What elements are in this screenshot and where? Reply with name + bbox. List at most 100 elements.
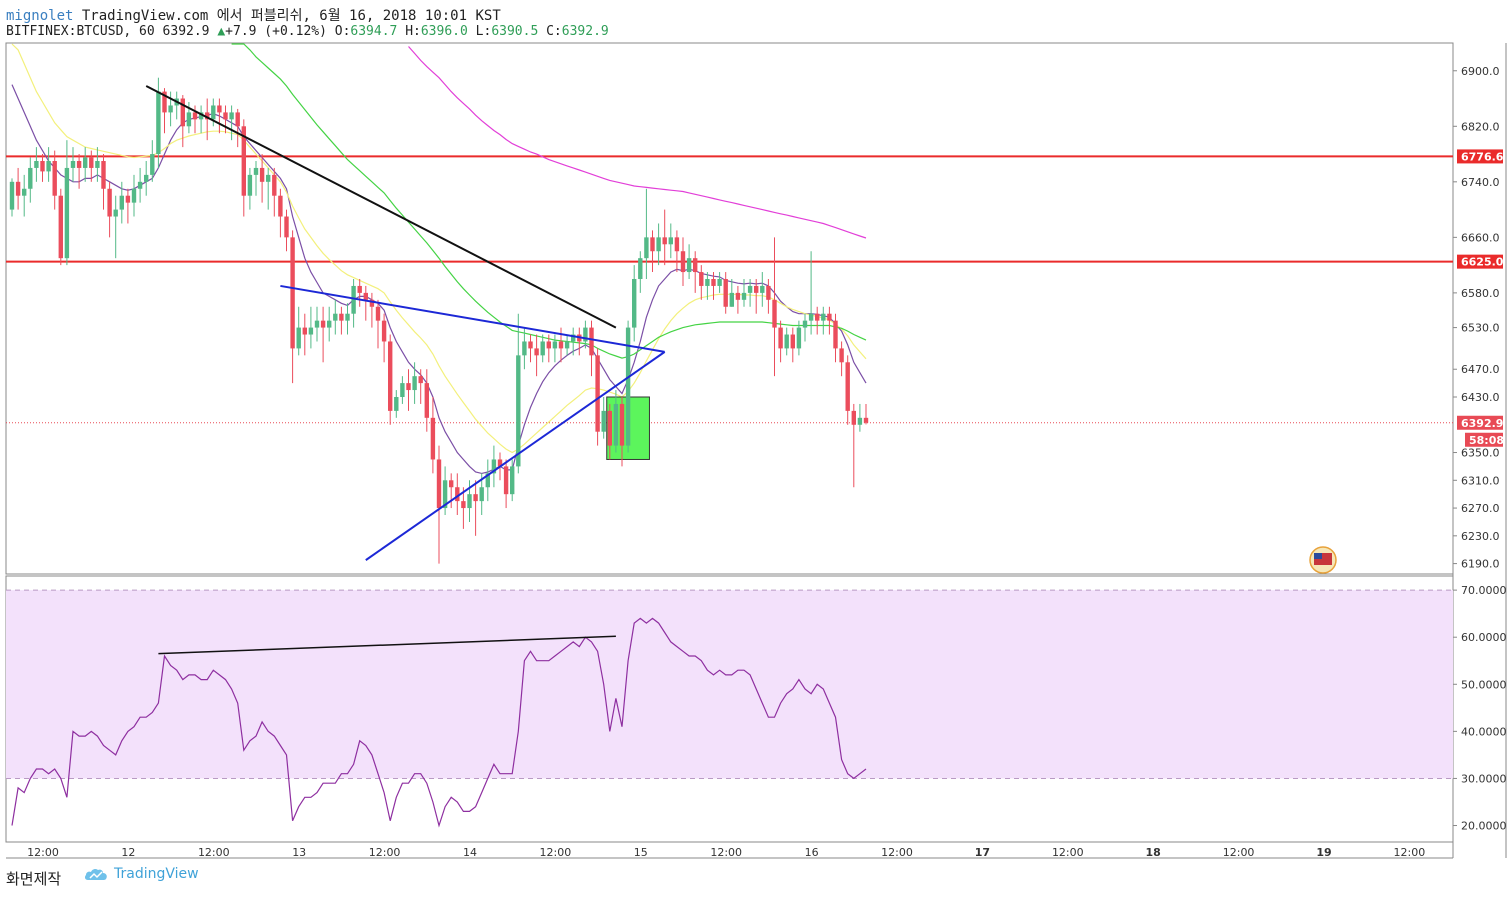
candle-body bbox=[192, 112, 198, 120]
candle-body bbox=[125, 195, 131, 203]
candle-body bbox=[217, 105, 222, 113]
time-tick-label: 12:00 bbox=[198, 846, 230, 859]
candle-body bbox=[839, 348, 844, 363]
time-tick-label: 18 bbox=[1146, 846, 1161, 859]
candle-body bbox=[302, 327, 307, 335]
candle-body bbox=[510, 466, 515, 495]
candle-body bbox=[662, 237, 667, 245]
level-tag-label: 6625.0 bbox=[1461, 256, 1504, 269]
candle-body bbox=[107, 188, 112, 217]
candle-body bbox=[144, 174, 149, 182]
candle-body bbox=[9, 181, 15, 210]
level-tag-label: 6776.6 bbox=[1461, 150, 1504, 163]
candle-body bbox=[564, 341, 570, 349]
candle-body bbox=[156, 91, 161, 155]
price-tick-label: 6580.0 bbox=[1461, 287, 1500, 300]
candle-body bbox=[424, 383, 429, 418]
candle-body bbox=[485, 473, 490, 488]
level-tag bbox=[1457, 254, 1503, 269]
up-arrow-icon: ▲ bbox=[217, 24, 226, 39]
candle-body bbox=[693, 258, 698, 273]
candle-body bbox=[754, 285, 759, 293]
candle-body bbox=[534, 348, 539, 356]
level-tag bbox=[1457, 149, 1503, 164]
candle-body bbox=[357, 285, 362, 293]
price-tick-label: 6350.0 bbox=[1461, 447, 1500, 460]
candle-body bbox=[516, 355, 521, 467]
candle-body bbox=[680, 251, 686, 273]
candle-body bbox=[76, 161, 82, 168]
candle-body bbox=[278, 195, 283, 217]
candle-body bbox=[229, 112, 234, 120]
rsi-band bbox=[6, 590, 1453, 779]
rsi-line bbox=[11, 617, 867, 828]
candle-body bbox=[351, 285, 356, 314]
high-label: H: bbox=[405, 24, 421, 39]
trendline[interactable] bbox=[145, 85, 617, 329]
brand-text: TradingView bbox=[114, 866, 199, 882]
candle-body bbox=[162, 91, 167, 113]
candle-body bbox=[558, 341, 564, 349]
publish-info: mignolet TradingView.com 에서 퍼블리쉬, 6월 16,… bbox=[6, 5, 501, 25]
candle-body bbox=[632, 279, 637, 328]
rsi-tick-label: 30.0000 bbox=[1461, 772, 1507, 785]
candle-body bbox=[235, 112, 240, 127]
candle-body bbox=[827, 313, 832, 321]
candle-body bbox=[796, 327, 802, 349]
candle-body bbox=[430, 417, 436, 460]
candle-body bbox=[638, 258, 643, 279]
candle-body bbox=[528, 341, 533, 349]
candle-body bbox=[497, 459, 503, 467]
rsi-divergence-line[interactable] bbox=[158, 635, 616, 655]
candle-body bbox=[711, 279, 716, 286]
time-tick-label: 12:00 bbox=[27, 846, 59, 859]
candle-body bbox=[272, 174, 277, 196]
candle-body bbox=[247, 174, 253, 196]
candle-body bbox=[363, 292, 368, 300]
time-tick-label: 17 bbox=[975, 846, 990, 859]
author-name[interactable]: mignolet bbox=[6, 8, 74, 24]
candle-body bbox=[729, 292, 734, 307]
candle-body bbox=[253, 167, 259, 175]
candle-body bbox=[15, 181, 21, 196]
low-label: L: bbox=[475, 24, 492, 39]
candle-body bbox=[327, 320, 332, 328]
price-tick-label: 6190.0 bbox=[1461, 558, 1500, 571]
candle-body bbox=[168, 105, 173, 113]
chart-area[interactable]: 6900.0 6820.0 6740.0 6660.0 6580.0 6530.0 6470… bbox=[0, 0, 1512, 862]
main-pane bbox=[5, 42, 1454, 575]
last-price-label: 6392.9 bbox=[1461, 417, 1503, 430]
candle-body bbox=[394, 397, 399, 411]
candle-body bbox=[339, 313, 344, 321]
candle-body bbox=[83, 157, 88, 168]
candle-body bbox=[784, 334, 789, 349]
candle-body bbox=[369, 299, 375, 307]
countdown-tag bbox=[1465, 432, 1503, 447]
candle-body bbox=[503, 466, 509, 495]
candle-body bbox=[442, 480, 448, 509]
candle-body bbox=[113, 209, 118, 217]
trendline[interactable] bbox=[280, 284, 665, 353]
footer-made-by: 화면제작 bbox=[6, 870, 62, 888]
candle-body bbox=[381, 320, 387, 342]
time-tick-label: 13 bbox=[292, 846, 306, 859]
rsi-tick-label: 50.0000 bbox=[1461, 678, 1507, 691]
candle-body bbox=[64, 167, 70, 259]
candle-body bbox=[772, 299, 777, 328]
close-value: 6392.9 bbox=[561, 24, 609, 39]
candle-body bbox=[741, 292, 747, 300]
candle-body bbox=[418, 376, 423, 384]
open-value: 6394.7 bbox=[350, 24, 398, 39]
time-tick-label: 12 bbox=[121, 846, 135, 859]
price-tick-label: 6470.0 bbox=[1461, 363, 1500, 376]
tradingview-logo[interactable]: TradingView bbox=[84, 866, 199, 882]
rsi-tick-label: 20.0000 bbox=[1461, 820, 1507, 833]
candle-body bbox=[58, 195, 63, 259]
time-tick-label: 16 bbox=[805, 846, 819, 859]
candle-body bbox=[40, 161, 45, 172]
trendline[interactable] bbox=[365, 351, 666, 561]
candle-body bbox=[717, 279, 722, 286]
candle-body bbox=[34, 161, 39, 168]
candle-body bbox=[345, 313, 350, 321]
time-tick-label: 14 bbox=[463, 846, 477, 859]
